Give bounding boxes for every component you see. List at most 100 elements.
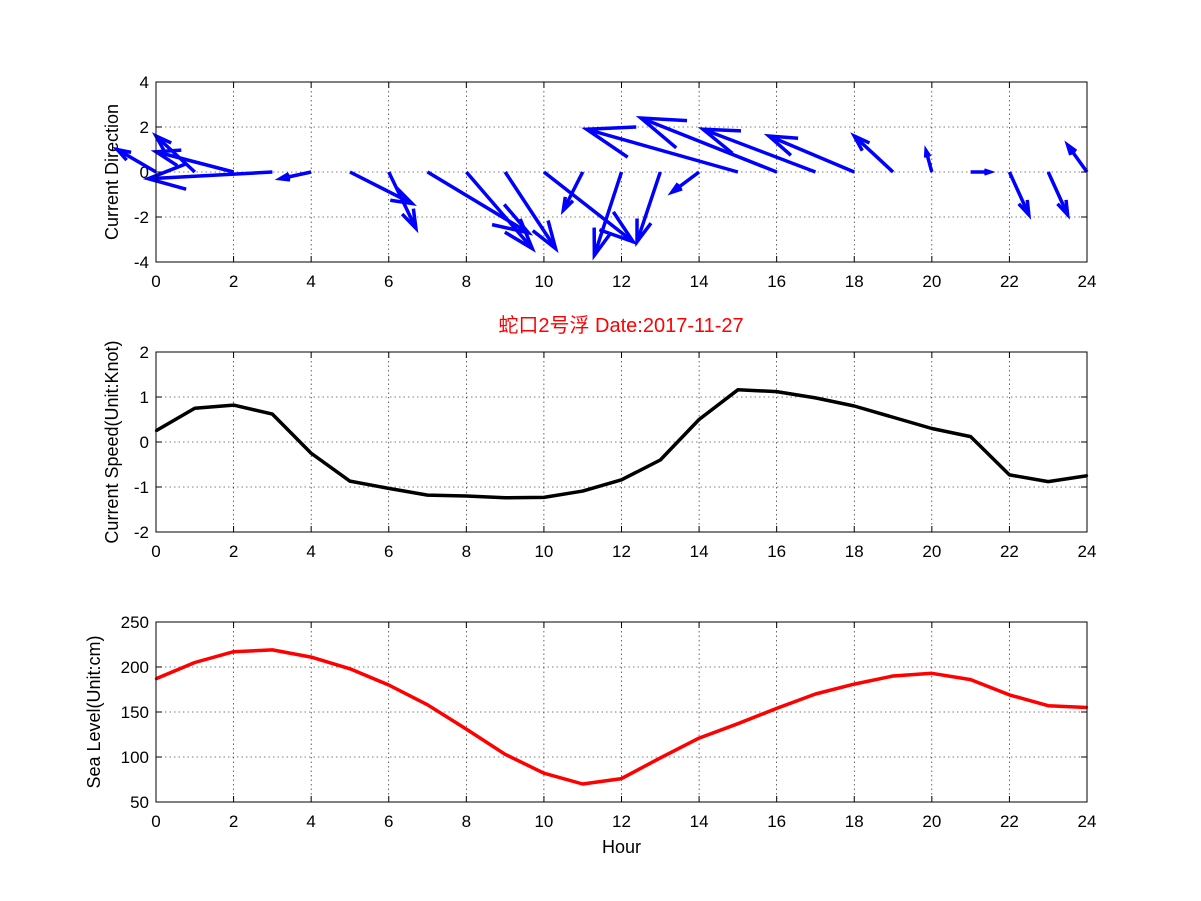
y-tick-label: 4 <box>140 73 149 92</box>
data-point <box>387 487 390 490</box>
data-point <box>659 756 662 760</box>
x-tick-label: 8 <box>462 272 471 291</box>
quiver-arrow <box>503 171 559 254</box>
quiver-shaft <box>1066 143 1089 174</box>
data-point <box>969 678 972 681</box>
quiver-head <box>697 127 742 155</box>
x-tick-label: 22 <box>1000 812 1019 831</box>
x-tick-label: 22 <box>1000 542 1019 561</box>
data-point <box>193 661 196 664</box>
x-tick-label: 0 <box>151 272 160 291</box>
x-tick-label: 10 <box>534 542 553 561</box>
data-point <box>1008 693 1011 697</box>
quiver-shaft <box>640 116 778 174</box>
x-tick-label: 24 <box>1078 542 1097 561</box>
quiver-head <box>112 146 132 162</box>
quiver-shaft <box>503 171 558 250</box>
x-tick-label: 20 <box>922 272 941 291</box>
x-tick-label: 10 <box>534 812 553 831</box>
quiver-head <box>635 115 688 150</box>
quiver-head <box>389 186 417 207</box>
quiver-arrow <box>1064 140 1089 174</box>
data-point <box>814 396 817 400</box>
data-point <box>930 427 934 430</box>
chart-title: 蛇口2号浮 Date:2017-11-27 <box>498 314 743 337</box>
quiver-shaft <box>1007 171 1031 216</box>
x-tick-label: 18 <box>845 272 864 291</box>
x-tick-label: 16 <box>767 542 786 561</box>
data-point <box>1047 704 1050 707</box>
axes-frame <box>155 81 1088 263</box>
quiver-head <box>763 133 799 157</box>
data-point <box>271 648 274 652</box>
data-point <box>232 403 235 407</box>
quiver-head <box>983 168 996 176</box>
quiver-arrow <box>635 171 662 247</box>
data-point <box>348 479 352 483</box>
quiver-head <box>560 196 575 216</box>
quiver-arrow <box>142 162 273 191</box>
quiver-arrow <box>1007 171 1032 220</box>
quiver-arrow <box>667 170 701 196</box>
data-point <box>271 412 274 416</box>
quiver-arrow <box>763 133 855 174</box>
x-tick-label: 18 <box>845 812 864 831</box>
data-point <box>697 736 701 740</box>
x-tick-label: 10 <box>534 272 553 291</box>
data-point <box>1008 473 1011 477</box>
x-tick-label: 12 <box>612 812 631 831</box>
y-tick-label: -4 <box>134 253 149 272</box>
quiver-shaft <box>592 171 624 256</box>
y-tick-label: 100 <box>121 748 149 767</box>
data-point <box>465 494 468 498</box>
quiver-arrow <box>387 171 419 234</box>
quiver-head <box>1064 140 1078 156</box>
x-tick-label: 12 <box>612 542 631 561</box>
quiver-head <box>581 125 637 159</box>
x-tick-label: 22 <box>1000 272 1019 291</box>
data-point <box>736 388 740 391</box>
y-tick-label: 0 <box>140 163 149 182</box>
quiver-shaft <box>542 170 635 244</box>
data-point <box>581 782 584 786</box>
x-tick-label: 20 <box>922 542 941 561</box>
quiver-head <box>1017 199 1032 220</box>
x-tick-label: 4 <box>306 542 315 561</box>
data-point <box>775 390 778 393</box>
y-tick-label: 150 <box>121 703 149 722</box>
x-tick-label: 6 <box>384 812 393 831</box>
x-tick-label: 4 <box>306 812 315 831</box>
x-tick-label: 16 <box>767 812 786 831</box>
quiver-arrow <box>560 171 585 216</box>
quiver-head <box>400 208 419 234</box>
y-tick-label: 1 <box>140 388 149 407</box>
y-tick-label: 250 <box>121 613 149 632</box>
data-point <box>503 496 507 499</box>
quiver-shaft <box>465 170 534 250</box>
x-tick-label: 14 <box>690 542 709 561</box>
quiver-head <box>503 218 536 253</box>
data-point <box>503 753 507 756</box>
quiver-head <box>850 132 871 152</box>
x-tick-label: 6 <box>384 272 393 291</box>
quiver-shaft <box>387 171 418 230</box>
quiver-arrow <box>465 170 536 253</box>
x-tick-label: 24 <box>1078 272 1097 291</box>
data-point <box>426 703 429 706</box>
data-point <box>697 418 701 421</box>
data-point <box>348 667 352 670</box>
data-point <box>814 692 817 696</box>
data-point <box>542 772 546 775</box>
data-point <box>736 722 740 725</box>
quiver-head <box>531 220 559 254</box>
y-tick-label: 200 <box>121 658 149 677</box>
quiver-arrow <box>635 115 778 174</box>
quiver-arrow <box>581 125 739 174</box>
x-tick-label: 14 <box>690 272 709 291</box>
data-point <box>853 404 856 408</box>
quiver-arrow <box>850 132 895 174</box>
quiver-shaft <box>561 171 585 212</box>
x-axis-label: Hour <box>602 837 641 857</box>
